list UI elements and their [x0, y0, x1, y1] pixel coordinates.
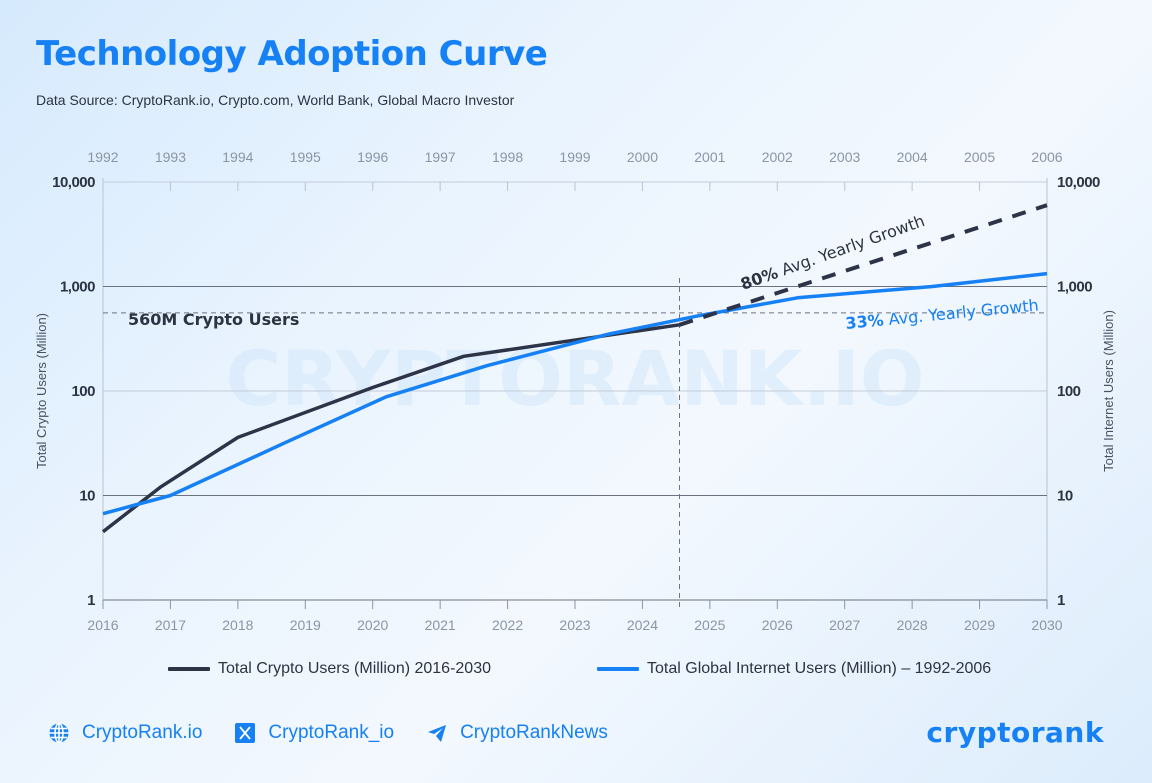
legend: Total Crypto Users (Million) 2016-2030 T…	[0, 660, 1152, 680]
bottom-tick-label: 2026	[762, 617, 793, 633]
bottom-tick-label: 2027	[829, 617, 860, 633]
legend-label-internet: Total Global Internet Users (Million) – …	[647, 660, 992, 677]
top-tick-label: 1993	[155, 149, 186, 165]
watermark: CRYPTORANK.IO	[226, 334, 925, 423]
bottom-tick-label: 2023	[559, 617, 590, 633]
y-axis: 10,000 10,000 1,000 1,000 100 100 10 10 1 1	[52, 174, 1100, 609]
brand-logo: cryptorank	[926, 716, 1104, 749]
y-axis-left-title: Total Crypto Users (Million)	[34, 313, 49, 469]
top-tick-label: 1998	[492, 149, 523, 165]
legend-label-crypto: Total Crypto Users (Million) 2016-2030	[218, 660, 491, 677]
bottom-tick-label: 2018	[222, 617, 253, 633]
top-tick-label: 1995	[290, 149, 321, 165]
annotation-33: 33% Avg. Yearly Growth	[845, 295, 1040, 333]
bottom-tick-label: 2022	[492, 617, 523, 633]
bottom-tick-label: 2016	[87, 617, 118, 633]
website-label: CryptoRank.io	[82, 722, 203, 743]
adoption-chart: CRYPTORANK.IO 1992 1993 1994 1995 1996 1997 19…	[34, 149, 1116, 633]
y-tick-left-label: 1	[87, 592, 95, 609]
series-line-crypto	[101, 323, 680, 534]
top-tick-label: 1997	[425, 149, 456, 165]
bottom-tick-label: 2024	[627, 617, 658, 633]
legend-swatch-crypto	[168, 667, 210, 671]
bottom-tick-label: 2029	[964, 617, 995, 633]
bottom-tick-label: 2025	[694, 617, 725, 633]
x-icon	[234, 722, 256, 744]
bottom-tick-label: 2020	[357, 617, 388, 633]
series	[101, 203, 1048, 534]
legend-item-crypto: Total Crypto Users (Million) 2016-2030	[168, 660, 491, 678]
y-tick-right-label: 1	[1057, 592, 1065, 609]
bottom-axis: 2016 2017 2018 2019 2020 2021 2022 2023 2024 2025…	[87, 600, 1063, 633]
telegram-link[interactable]: CryptoRankNews	[426, 722, 608, 744]
top-tick-label: 2004	[897, 149, 928, 165]
top-tick-label: 2001	[694, 149, 725, 165]
legend-swatch-internet	[597, 667, 639, 671]
top-tick-label: 2005	[964, 149, 995, 165]
y-tick-left-label: 10,000	[52, 174, 95, 191]
y-tick-left-label: 10	[79, 488, 95, 505]
reference-lines	[103, 278, 1047, 610]
x-link[interactable]: CryptoRank_io	[234, 722, 394, 744]
y-tick-left-label: 100	[71, 383, 95, 400]
top-axis: 1992 1993 1994 1995 1996 1997 1998 1999 2000 2001…	[87, 149, 1063, 191]
telegram-icon	[426, 722, 448, 744]
top-tick-label: 1996	[357, 149, 388, 165]
x-label: CryptoRank_io	[268, 722, 395, 743]
annotation-33-text: Avg. Yearly Growth	[883, 295, 1040, 329]
footer-links: CryptoRank.io CryptoRank_io CryptoRankNe…	[48, 722, 640, 744]
legend-item-internet: Total Global Internet Users (Million) – …	[597, 660, 991, 678]
top-tick-label: 2000	[627, 149, 658, 165]
top-tick-label: 2003	[829, 149, 860, 165]
bottom-tick-label: 2030	[1031, 617, 1062, 633]
crypto-users-560-label: 560M Crypto Users	[128, 310, 299, 329]
bottom-tick-label: 2019	[290, 617, 321, 633]
bottom-tick-label: 2017	[155, 617, 186, 633]
top-tick-label: 2002	[762, 149, 793, 165]
y-tick-right-label: 1,000	[1057, 279, 1092, 296]
globe-icon	[48, 722, 70, 744]
data-source: Data Source: CryptoRank.io, Crypto.com, …	[36, 92, 515, 108]
website-link[interactable]: CryptoRank.io	[48, 722, 202, 744]
annotation-80-value: 80%	[738, 263, 780, 294]
telegram-label: CryptoRankNews	[460, 722, 608, 743]
y-tick-right-label: 10	[1057, 488, 1073, 505]
series-line-internet	[102, 271, 1048, 516]
top-tick-label: 1994	[222, 149, 253, 165]
page-title: Technology Adoption Curve	[36, 34, 548, 74]
top-tick-label: 2006	[1031, 149, 1062, 165]
top-tick-label: 1999	[559, 149, 590, 165]
y-tick-right-label: 10,000	[1057, 174, 1100, 191]
bottom-tick-label: 2028	[897, 617, 928, 633]
y-tick-right-label: 100	[1057, 383, 1081, 400]
top-tick-label: 1992	[87, 149, 118, 165]
y-axis-right-title: Total Internet Users (Million)	[1101, 310, 1116, 472]
annotation-33-value: 33%	[845, 310, 885, 333]
y-tick-left-label: 1,000	[60, 279, 95, 296]
bottom-tick-label: 2021	[425, 617, 456, 633]
grid	[102, 178, 1048, 604]
